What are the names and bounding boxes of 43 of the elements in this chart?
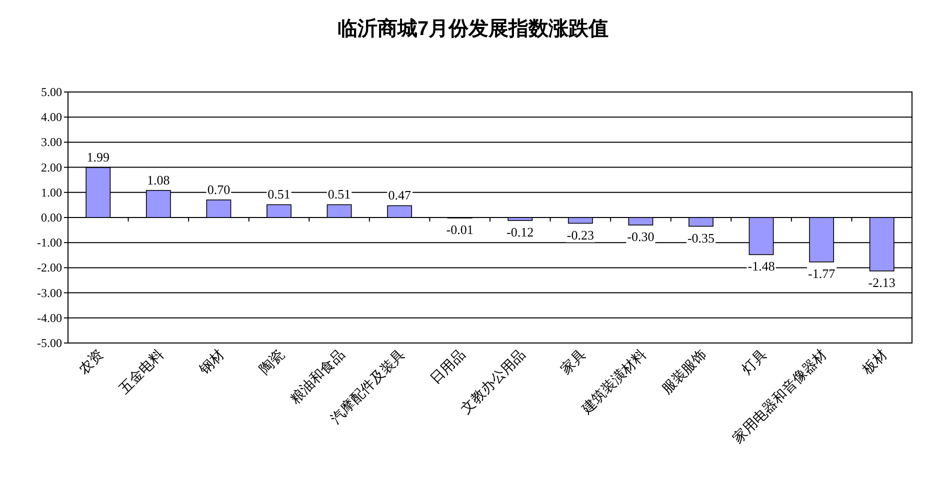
- data-label: -0.23: [566, 227, 594, 242]
- x-tick-label: 家具: [558, 346, 590, 378]
- y-tick-label: -5.00: [37, 336, 62, 350]
- data-label: 1.08: [147, 172, 170, 188]
- data-label: -0.01: [446, 222, 474, 237]
- data-label: -1.77: [808, 266, 836, 281]
- x-tick-label: 钢材: [196, 346, 228, 378]
- x-tick-label: 日用品: [428, 346, 469, 388]
- y-tick-label: -1.00: [37, 236, 62, 250]
- bar: [568, 217, 593, 224]
- data-label: 1.99: [86, 150, 110, 165]
- y-tick-label: 3.00: [41, 135, 62, 150]
- bar: [688, 217, 714, 227]
- x-tick-label: 灯具: [739, 346, 770, 378]
- data-label: 0.51: [268, 186, 290, 202]
- x-tick-label: 五金电料: [116, 346, 168, 398]
- y-tick-label: 1.00: [41, 185, 62, 200]
- y-tick-label: -2.00: [37, 260, 62, 275]
- data-label: -0.12: [506, 224, 534, 240]
- x-tick-label: 农资: [76, 346, 107, 378]
- y-tick-label: 4.00: [41, 110, 62, 124]
- data-label: 0.70: [207, 182, 230, 197]
- y-tick-label: -3.00: [37, 286, 62, 300]
- x-tick-label: 陶瓷: [256, 346, 288, 378]
- bar: [628, 217, 654, 226]
- data-label: 0.51: [328, 186, 351, 202]
- bar: [206, 200, 232, 218]
- data-label: -1.48: [748, 258, 775, 274]
- y-tick-label: 5.00: [41, 85, 62, 99]
- bar: [387, 205, 412, 218]
- chart-title: 临沂商城7月份发展指数涨跌值: [337, 17, 609, 40]
- data-label: -2.13: [868, 274, 896, 290]
- bar: [508, 217, 533, 221]
- data-label: 0.47: [388, 188, 412, 203]
- data-label: -0.30: [627, 229, 654, 244]
- bar: [266, 204, 292, 218]
- y-tick-label: -4.00: [37, 310, 62, 325]
- x-tick-label: 板材: [858, 346, 891, 378]
- x-tick-label: 服装服饰: [658, 346, 710, 398]
- bar: [326, 204, 352, 218]
- y-tick-label: 0.00: [41, 210, 62, 224]
- data-label: -0.35: [687, 230, 715, 246]
- y-tick-label: 2.00: [41, 160, 62, 174]
